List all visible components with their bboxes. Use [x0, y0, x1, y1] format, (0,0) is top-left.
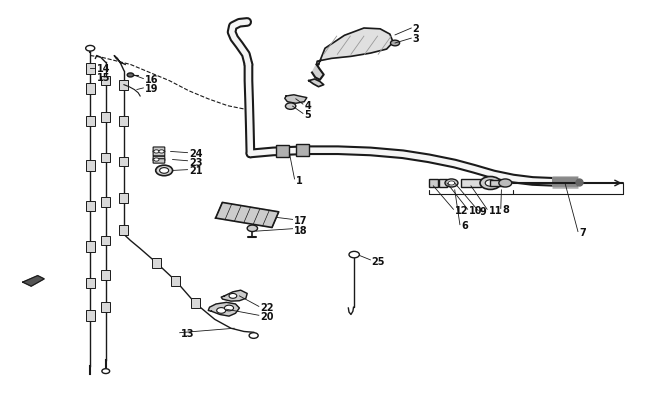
FancyBboxPatch shape	[120, 157, 129, 167]
Text: 8: 8	[502, 205, 509, 215]
FancyBboxPatch shape	[86, 117, 95, 127]
Polygon shape	[309, 80, 324, 87]
FancyBboxPatch shape	[276, 145, 289, 158]
Text: 2: 2	[413, 24, 419, 34]
FancyBboxPatch shape	[120, 81, 129, 90]
Text: 25: 25	[372, 256, 385, 266]
FancyBboxPatch shape	[120, 117, 129, 127]
Circle shape	[154, 150, 159, 153]
Polygon shape	[216, 203, 279, 228]
Circle shape	[445, 179, 458, 188]
Text: 21: 21	[188, 165, 202, 175]
Circle shape	[448, 181, 455, 185]
FancyBboxPatch shape	[86, 64, 95, 75]
Circle shape	[229, 294, 237, 298]
FancyBboxPatch shape	[101, 236, 111, 246]
FancyBboxPatch shape	[462, 179, 480, 188]
Text: 6: 6	[462, 221, 468, 231]
FancyBboxPatch shape	[153, 159, 165, 164]
FancyBboxPatch shape	[101, 270, 111, 280]
Text: 17: 17	[294, 216, 307, 226]
FancyBboxPatch shape	[120, 194, 129, 203]
Text: 3: 3	[413, 34, 419, 44]
FancyBboxPatch shape	[153, 151, 165, 156]
Circle shape	[127, 74, 134, 78]
FancyBboxPatch shape	[439, 179, 447, 188]
FancyBboxPatch shape	[86, 242, 95, 252]
Circle shape	[224, 305, 233, 311]
Circle shape	[156, 166, 173, 176]
Text: 16: 16	[145, 75, 158, 84]
FancyBboxPatch shape	[86, 278, 95, 288]
Polygon shape	[285, 96, 307, 104]
Text: 11: 11	[488, 206, 502, 215]
Text: 7: 7	[579, 228, 586, 238]
Text: 14: 14	[97, 64, 110, 74]
FancyBboxPatch shape	[429, 179, 438, 188]
Circle shape	[349, 252, 359, 258]
FancyBboxPatch shape	[86, 161, 95, 171]
Circle shape	[159, 150, 164, 153]
Circle shape	[154, 158, 159, 162]
FancyBboxPatch shape	[86, 310, 95, 321]
FancyBboxPatch shape	[101, 198, 111, 207]
Text: 10: 10	[469, 206, 482, 215]
Circle shape	[102, 369, 110, 374]
Circle shape	[216, 308, 226, 313]
Circle shape	[160, 168, 169, 174]
Circle shape	[485, 180, 495, 187]
Text: 15: 15	[97, 73, 110, 83]
Text: 4: 4	[304, 101, 311, 111]
Text: 22: 22	[260, 303, 274, 312]
Circle shape	[391, 41, 400, 47]
FancyBboxPatch shape	[101, 77, 111, 86]
Circle shape	[249, 333, 258, 339]
Circle shape	[480, 177, 500, 190]
Polygon shape	[221, 290, 247, 301]
Text: 12: 12	[455, 206, 468, 215]
Text: 23: 23	[188, 157, 202, 167]
Polygon shape	[208, 303, 239, 316]
Text: 24: 24	[188, 149, 202, 159]
FancyBboxPatch shape	[296, 145, 309, 157]
Text: 19: 19	[145, 84, 158, 94]
Circle shape	[499, 179, 512, 188]
FancyBboxPatch shape	[101, 153, 111, 163]
Text: 13: 13	[181, 329, 194, 339]
FancyBboxPatch shape	[153, 157, 165, 161]
Text: 20: 20	[260, 311, 274, 321]
FancyBboxPatch shape	[490, 181, 503, 186]
FancyBboxPatch shape	[86, 201, 95, 212]
FancyBboxPatch shape	[190, 298, 200, 308]
Text: 5: 5	[304, 110, 311, 120]
Polygon shape	[312, 65, 324, 81]
Text: 18: 18	[294, 225, 307, 235]
FancyBboxPatch shape	[120, 226, 129, 236]
Text: 9: 9	[479, 207, 486, 217]
Polygon shape	[23, 276, 44, 286]
FancyBboxPatch shape	[101, 303, 111, 312]
FancyBboxPatch shape	[152, 258, 161, 268]
Circle shape	[247, 226, 257, 232]
Circle shape	[86, 46, 95, 52]
Text: 1: 1	[296, 175, 302, 185]
FancyBboxPatch shape	[86, 84, 95, 95]
Circle shape	[285, 104, 296, 110]
FancyBboxPatch shape	[153, 147, 165, 152]
FancyBboxPatch shape	[101, 113, 111, 123]
FancyBboxPatch shape	[172, 276, 180, 286]
Polygon shape	[317, 29, 393, 65]
